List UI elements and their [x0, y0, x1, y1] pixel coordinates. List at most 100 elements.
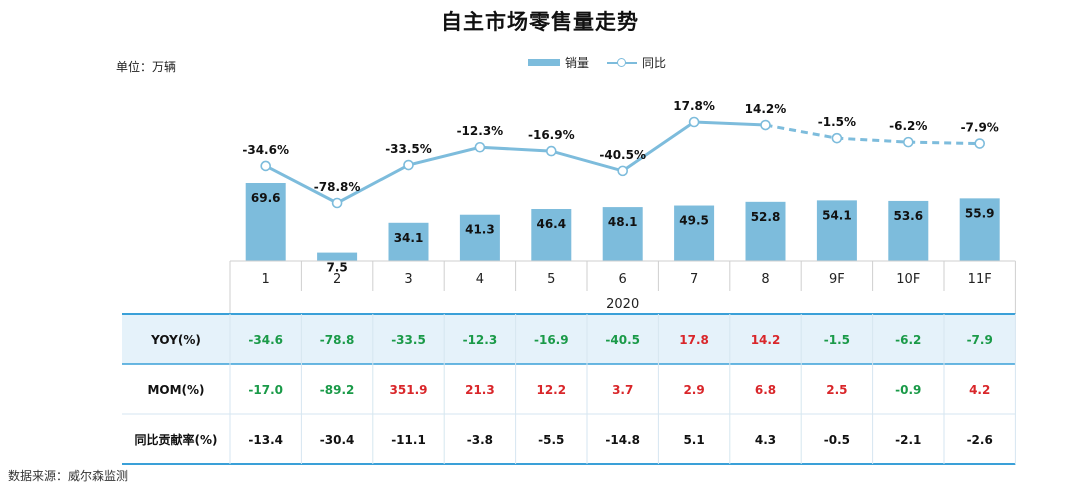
table-cell: -14.8	[605, 433, 640, 447]
bar-label-8: 52.8	[751, 210, 781, 224]
yoy-label-1: -34.6%	[242, 143, 289, 157]
table-cell: -0.9	[895, 383, 921, 397]
table-cell: -16.9	[534, 333, 569, 347]
unit-label: 单位：万辆	[116, 60, 177, 74]
bar-9F	[816, 200, 857, 261]
bar-10F	[888, 200, 929, 261]
table-cell: 14.2	[751, 333, 781, 347]
table-cell: -1.5	[824, 333, 850, 347]
bar-label-3: 34.1	[394, 231, 424, 245]
chart-title: 自主市场零售量走势	[441, 10, 639, 34]
table-row-label: 同比贡献率(%)	[135, 432, 218, 447]
table-cell: -2.6	[967, 433, 993, 447]
legend-label-sales: 销量	[565, 56, 590, 70]
bar-6	[602, 207, 643, 261]
bar-label-6: 48.1	[608, 215, 638, 229]
yoy-point-10F	[902, 136, 914, 148]
bar-label-4: 41.3	[465, 223, 495, 237]
table-row-label: YOY(%)	[150, 333, 201, 347]
table-cell: 6.8	[755, 383, 776, 397]
data-source: 数据来源：威尔森监测	[8, 469, 129, 483]
bar-11F	[959, 198, 1000, 261]
yoy-label-3: -33.5%	[385, 142, 432, 156]
x-tick-label-4: 4	[476, 272, 484, 287]
table-cell: 2.9	[683, 383, 704, 397]
yoy-point-11F	[974, 138, 986, 149]
table-cell: 17.8	[679, 333, 709, 347]
bar-label-2: 7.5	[326, 261, 347, 275]
x-tick-label-8: 8	[761, 272, 769, 287]
table-cell: -33.5	[391, 333, 426, 347]
x-group-label: 2020	[606, 297, 639, 312]
table-cell: -78.8	[320, 333, 355, 347]
bar-1	[245, 183, 286, 261]
bar-4	[459, 214, 500, 261]
yoy-label-11F: -7.9%	[961, 121, 999, 135]
table-cell: 5.1	[683, 433, 704, 447]
table-row-label: MOM(%)	[147, 383, 204, 397]
yoy-point-9F	[831, 132, 843, 144]
x-tick-label-10F: 10F	[896, 272, 920, 287]
legend: 销量 同比	[528, 54, 684, 71]
table-cell: -6.2	[895, 333, 921, 347]
yoy-line-solid	[265, 120, 766, 205]
table-cell: -13.4	[248, 433, 283, 447]
table-cell: -7.9	[967, 333, 993, 347]
yoy-label-9F: -1.5%	[818, 115, 856, 129]
table-cell: -34.6	[248, 333, 283, 347]
table-cell: 3.7	[612, 383, 633, 397]
table-cell: -12.3	[463, 333, 498, 347]
bar-label-9F: 54.1	[822, 208, 852, 222]
table-cell: -17.0	[248, 383, 283, 397]
table-cell: -3.8	[467, 433, 493, 447]
table-cell: -2.1	[895, 433, 921, 447]
table-cell: -11.1	[391, 433, 426, 447]
bar-2	[317, 252, 358, 261]
yoy-point-4	[474, 141, 486, 153]
table-cell: -89.2	[320, 383, 355, 397]
yoy-point-3	[403, 159, 414, 171]
yoy-label-10F: -6.2%	[889, 119, 927, 133]
table-cell: -30.4	[320, 433, 355, 447]
table-cell: 21.3	[465, 383, 495, 397]
bar-label-5: 46.4	[536, 217, 566, 231]
bar-7	[674, 205, 715, 261]
table-cell: -0.5	[824, 433, 850, 447]
legend-label-yoy: 同比	[642, 56, 667, 70]
bar-5	[531, 209, 572, 261]
x-tick-label-6: 6	[619, 272, 627, 287]
table-cell: -5.5	[538, 433, 564, 447]
legend-line-swatch	[607, 57, 638, 67]
bar-label-1: 69.6	[251, 191, 281, 205]
legend-item-yoy[interactable]: 同比	[607, 54, 666, 71]
bar-label-10F: 53.6	[893, 209, 923, 223]
x-tick-label-3: 3	[404, 272, 412, 287]
legend-bar-swatch	[528, 59, 560, 66]
legend-item-sales[interactable]: 销量	[528, 54, 589, 71]
yoy-line-dashed	[765, 123, 980, 146]
table-cell: 4.2	[969, 383, 990, 397]
yoy-point-5	[545, 145, 557, 157]
yoy-label-4: -12.3%	[457, 124, 504, 138]
table-header-band	[122, 314, 1016, 364]
table-cell: 12.2	[536, 383, 566, 397]
x-tick-label-9F: 9F	[829, 272, 845, 287]
x-tick-label-2: 2	[333, 272, 341, 287]
bar-label-11F: 55.9	[965, 206, 995, 220]
yoy-label-2: -78.8%	[314, 180, 361, 194]
yoy-point-6	[617, 165, 629, 177]
yoy-point-2	[331, 197, 343, 209]
bar-8	[745, 201, 786, 261]
x-tick-label-11F: 11F	[968, 272, 992, 287]
bar-label-7: 49.5	[679, 214, 709, 228]
yoy-label-7: 17.8%	[673, 99, 715, 113]
bar-3	[388, 222, 429, 261]
x-tick-label-7: 7	[690, 272, 698, 287]
yoy-label-6: -40.5%	[599, 148, 646, 162]
x-tick-label-1: 1	[262, 272, 270, 287]
yoy-point-7	[688, 116, 700, 128]
yoy-point-1	[260, 160, 272, 172]
table-cell: 4.3	[755, 433, 776, 447]
yoy-label-5: -16.9%	[528, 128, 575, 142]
